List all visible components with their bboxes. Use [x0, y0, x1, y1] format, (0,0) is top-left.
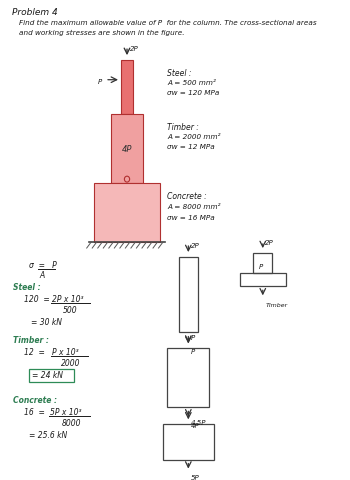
Text: 2P x 10³: 2P x 10³ — [52, 295, 83, 304]
Text: Timber :: Timber : — [167, 123, 199, 132]
Text: Find the maximum allowable value of P  for the column. The cross-sectional areas: Find the maximum allowable value of P fo… — [19, 20, 317, 25]
Text: σw = 120 MPa: σw = 120 MPa — [167, 89, 220, 96]
Bar — [253, 253, 272, 273]
Text: Steel :: Steel : — [167, 69, 192, 78]
Text: 4P: 4P — [122, 145, 132, 154]
Text: A = 500 mm²: A = 500 mm² — [167, 80, 216, 85]
Text: Timber: Timber — [265, 302, 288, 308]
Bar — [121, 61, 133, 115]
Bar — [240, 273, 286, 287]
Text: A: A — [40, 270, 45, 279]
Text: P x 10³: P x 10³ — [52, 348, 78, 357]
Text: 16  =: 16 = — [24, 408, 44, 417]
Text: and working stresses are shown in the figure.: and working stresses are shown in the fi… — [19, 29, 185, 36]
Text: A = 8000 mm²: A = 8000 mm² — [167, 204, 221, 209]
Bar — [29, 369, 75, 382]
Text: = 24 kN: = 24 kN — [33, 370, 63, 379]
Text: 5P x 10³: 5P x 10³ — [50, 408, 82, 417]
Bar — [163, 424, 214, 460]
Text: P: P — [259, 263, 263, 269]
Text: = 25.6 kN: = 25.6 kN — [29, 430, 67, 439]
Bar — [167, 348, 209, 408]
Bar — [111, 115, 143, 184]
Text: P: P — [191, 348, 195, 355]
Text: Concrete :: Concrete : — [167, 192, 207, 201]
Text: 2P: 2P — [265, 240, 274, 246]
Text: 120  =: 120 = — [24, 295, 49, 304]
Text: 5P: 5P — [191, 474, 200, 480]
Text: σw = 12 MPa: σw = 12 MPa — [167, 144, 215, 149]
Text: = 30 kN: = 30 kN — [31, 317, 62, 326]
Text: Timber :: Timber : — [13, 335, 49, 344]
Text: 12  =: 12 = — [24, 348, 44, 357]
Bar — [179, 257, 198, 332]
Text: Problem 4: Problem 4 — [12, 8, 58, 17]
Text: σ  =   P: σ = P — [29, 260, 57, 269]
Text: P: P — [191, 334, 195, 340]
Text: 2P: 2P — [130, 46, 138, 52]
Text: Concrete :: Concrete : — [13, 395, 57, 404]
Text: 4.5P: 4.5P — [191, 420, 206, 425]
Text: 2P: 2P — [191, 242, 200, 249]
Text: Steel :: Steel : — [13, 282, 41, 291]
Text: A = 2000 mm²: A = 2000 mm² — [167, 133, 221, 140]
Text: 8000: 8000 — [61, 419, 81, 427]
Text: 4P: 4P — [191, 422, 200, 428]
Text: 500: 500 — [63, 305, 78, 314]
Bar — [94, 184, 160, 242]
Text: P: P — [98, 79, 102, 84]
Text: σw = 16 MPa: σw = 16 MPa — [167, 214, 215, 220]
Text: 2000: 2000 — [61, 359, 81, 368]
